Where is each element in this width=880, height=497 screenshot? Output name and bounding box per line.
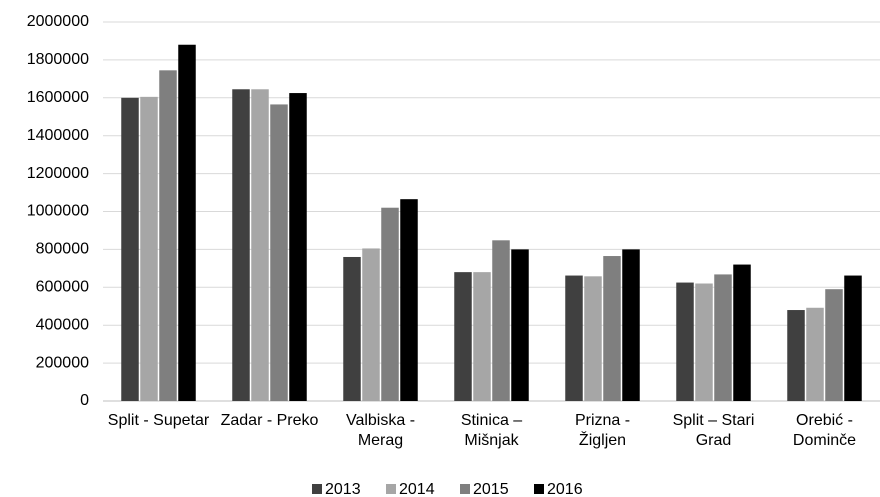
bar xyxy=(676,282,694,401)
bar xyxy=(603,256,621,401)
bar xyxy=(733,264,751,401)
y-tick-label: 800000 xyxy=(36,241,89,258)
bar xyxy=(565,275,583,401)
bar xyxy=(492,240,510,401)
bar xyxy=(178,44,196,402)
bar xyxy=(251,89,269,402)
bar xyxy=(584,276,602,401)
legend-label: 2016 xyxy=(547,481,583,497)
bar xyxy=(454,272,472,401)
y-tick-label: 1000000 xyxy=(27,203,89,220)
legend-swatch xyxy=(312,484,322,494)
y-tick-label: 400000 xyxy=(36,316,89,333)
legend-label: 2014 xyxy=(399,481,435,497)
y-tick-label: 600000 xyxy=(36,279,89,296)
legend-swatch xyxy=(534,484,544,494)
bar xyxy=(270,104,288,402)
bar xyxy=(343,256,361,401)
y-tick-label: 1600000 xyxy=(27,89,89,106)
x-tick-label: Split – Stari Grad xyxy=(672,412,755,449)
bar xyxy=(714,274,732,401)
bar xyxy=(511,249,529,401)
bar xyxy=(695,283,713,401)
y-tick-label: 0 xyxy=(80,392,89,409)
bar xyxy=(289,93,307,401)
bar xyxy=(400,199,418,401)
x-tick-label: Stinica – Mišnjak xyxy=(460,412,523,449)
x-tick-label: Split - Supetar xyxy=(107,412,210,429)
legend-label: 2013 xyxy=(325,481,361,497)
bar xyxy=(622,249,640,401)
bar xyxy=(473,272,491,401)
bar xyxy=(806,307,824,401)
x-tick-label: Prizna - Žigljen xyxy=(574,412,631,449)
y-tick-label: 2000000 xyxy=(27,13,89,30)
legend-label: 2015 xyxy=(473,481,509,497)
bar xyxy=(825,289,843,401)
bar xyxy=(140,96,158,401)
y-tick-label: 1400000 xyxy=(27,127,89,144)
legend-swatch xyxy=(460,484,470,494)
x-tick-label: Zadar - Preko xyxy=(220,412,319,429)
bar xyxy=(159,70,177,401)
x-tick-label: Orebić - Dominče xyxy=(792,412,857,449)
x-tick-label: Valbiska - Merag xyxy=(345,412,416,449)
y-tick-label: 200000 xyxy=(36,354,89,371)
bar xyxy=(362,248,380,401)
bar xyxy=(121,97,139,402)
legend-swatch xyxy=(386,484,396,494)
bar xyxy=(232,89,250,402)
bar xyxy=(787,310,805,401)
bar xyxy=(381,207,399,401)
y-tick-label: 1200000 xyxy=(27,165,89,182)
bar xyxy=(844,275,862,401)
y-tick-label: 1800000 xyxy=(27,51,89,68)
